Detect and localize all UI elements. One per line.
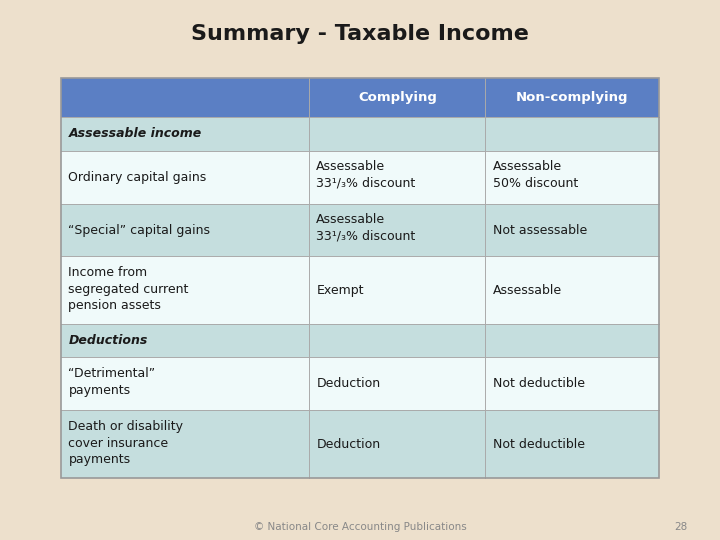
Text: Income from
segregated current
pension assets: Income from segregated current pension a… bbox=[68, 266, 189, 312]
Text: Exempt: Exempt bbox=[316, 284, 364, 297]
Text: 28: 28 bbox=[675, 522, 688, 531]
Text: Assessable income: Assessable income bbox=[68, 127, 202, 140]
Text: Summary - Taxable Income: Summary - Taxable Income bbox=[191, 24, 529, 44]
Bar bbox=[485, 117, 659, 151]
Text: “Special” capital gains: “Special” capital gains bbox=[68, 224, 210, 237]
Text: Not assessable: Not assessable bbox=[492, 224, 587, 237]
Bar bbox=[309, 78, 485, 117]
Bar bbox=[309, 204, 485, 256]
Text: Deductions: Deductions bbox=[68, 334, 148, 347]
Text: Not deductible: Not deductible bbox=[492, 377, 585, 390]
Bar bbox=[485, 357, 659, 410]
Text: “Detrimental”
payments: “Detrimental” payments bbox=[68, 367, 156, 397]
Bar bbox=[61, 204, 309, 256]
Bar bbox=[485, 324, 659, 357]
Bar bbox=[61, 357, 309, 410]
Bar bbox=[485, 78, 659, 117]
Bar bbox=[61, 324, 309, 357]
Text: Assessable: Assessable bbox=[492, 284, 562, 297]
Text: Complying: Complying bbox=[358, 91, 437, 104]
Bar bbox=[309, 324, 485, 357]
Text: Assessable
33¹/₃% discount: Assessable 33¹/₃% discount bbox=[316, 160, 415, 190]
Text: Deduction: Deduction bbox=[316, 377, 381, 390]
Text: Not deductible: Not deductible bbox=[492, 437, 585, 451]
Bar bbox=[485, 151, 659, 204]
Text: © National Core Accounting Publications: © National Core Accounting Publications bbox=[253, 522, 467, 531]
Bar bbox=[309, 117, 485, 151]
Text: Ordinary capital gains: Ordinary capital gains bbox=[68, 171, 207, 184]
Text: Assessable
33¹/₃% discount: Assessable 33¹/₃% discount bbox=[316, 213, 415, 243]
Text: Deduction: Deduction bbox=[316, 437, 381, 451]
Text: Assessable
50% discount: Assessable 50% discount bbox=[492, 160, 578, 190]
Text: Non-complying: Non-complying bbox=[516, 91, 629, 104]
Text: Death or disability
cover insurance
payments: Death or disability cover insurance paym… bbox=[68, 420, 184, 466]
Bar bbox=[61, 117, 309, 151]
Bar bbox=[309, 357, 485, 410]
Bar bbox=[61, 78, 309, 117]
Bar bbox=[485, 204, 659, 256]
Bar bbox=[309, 151, 485, 204]
Bar bbox=[61, 151, 309, 204]
